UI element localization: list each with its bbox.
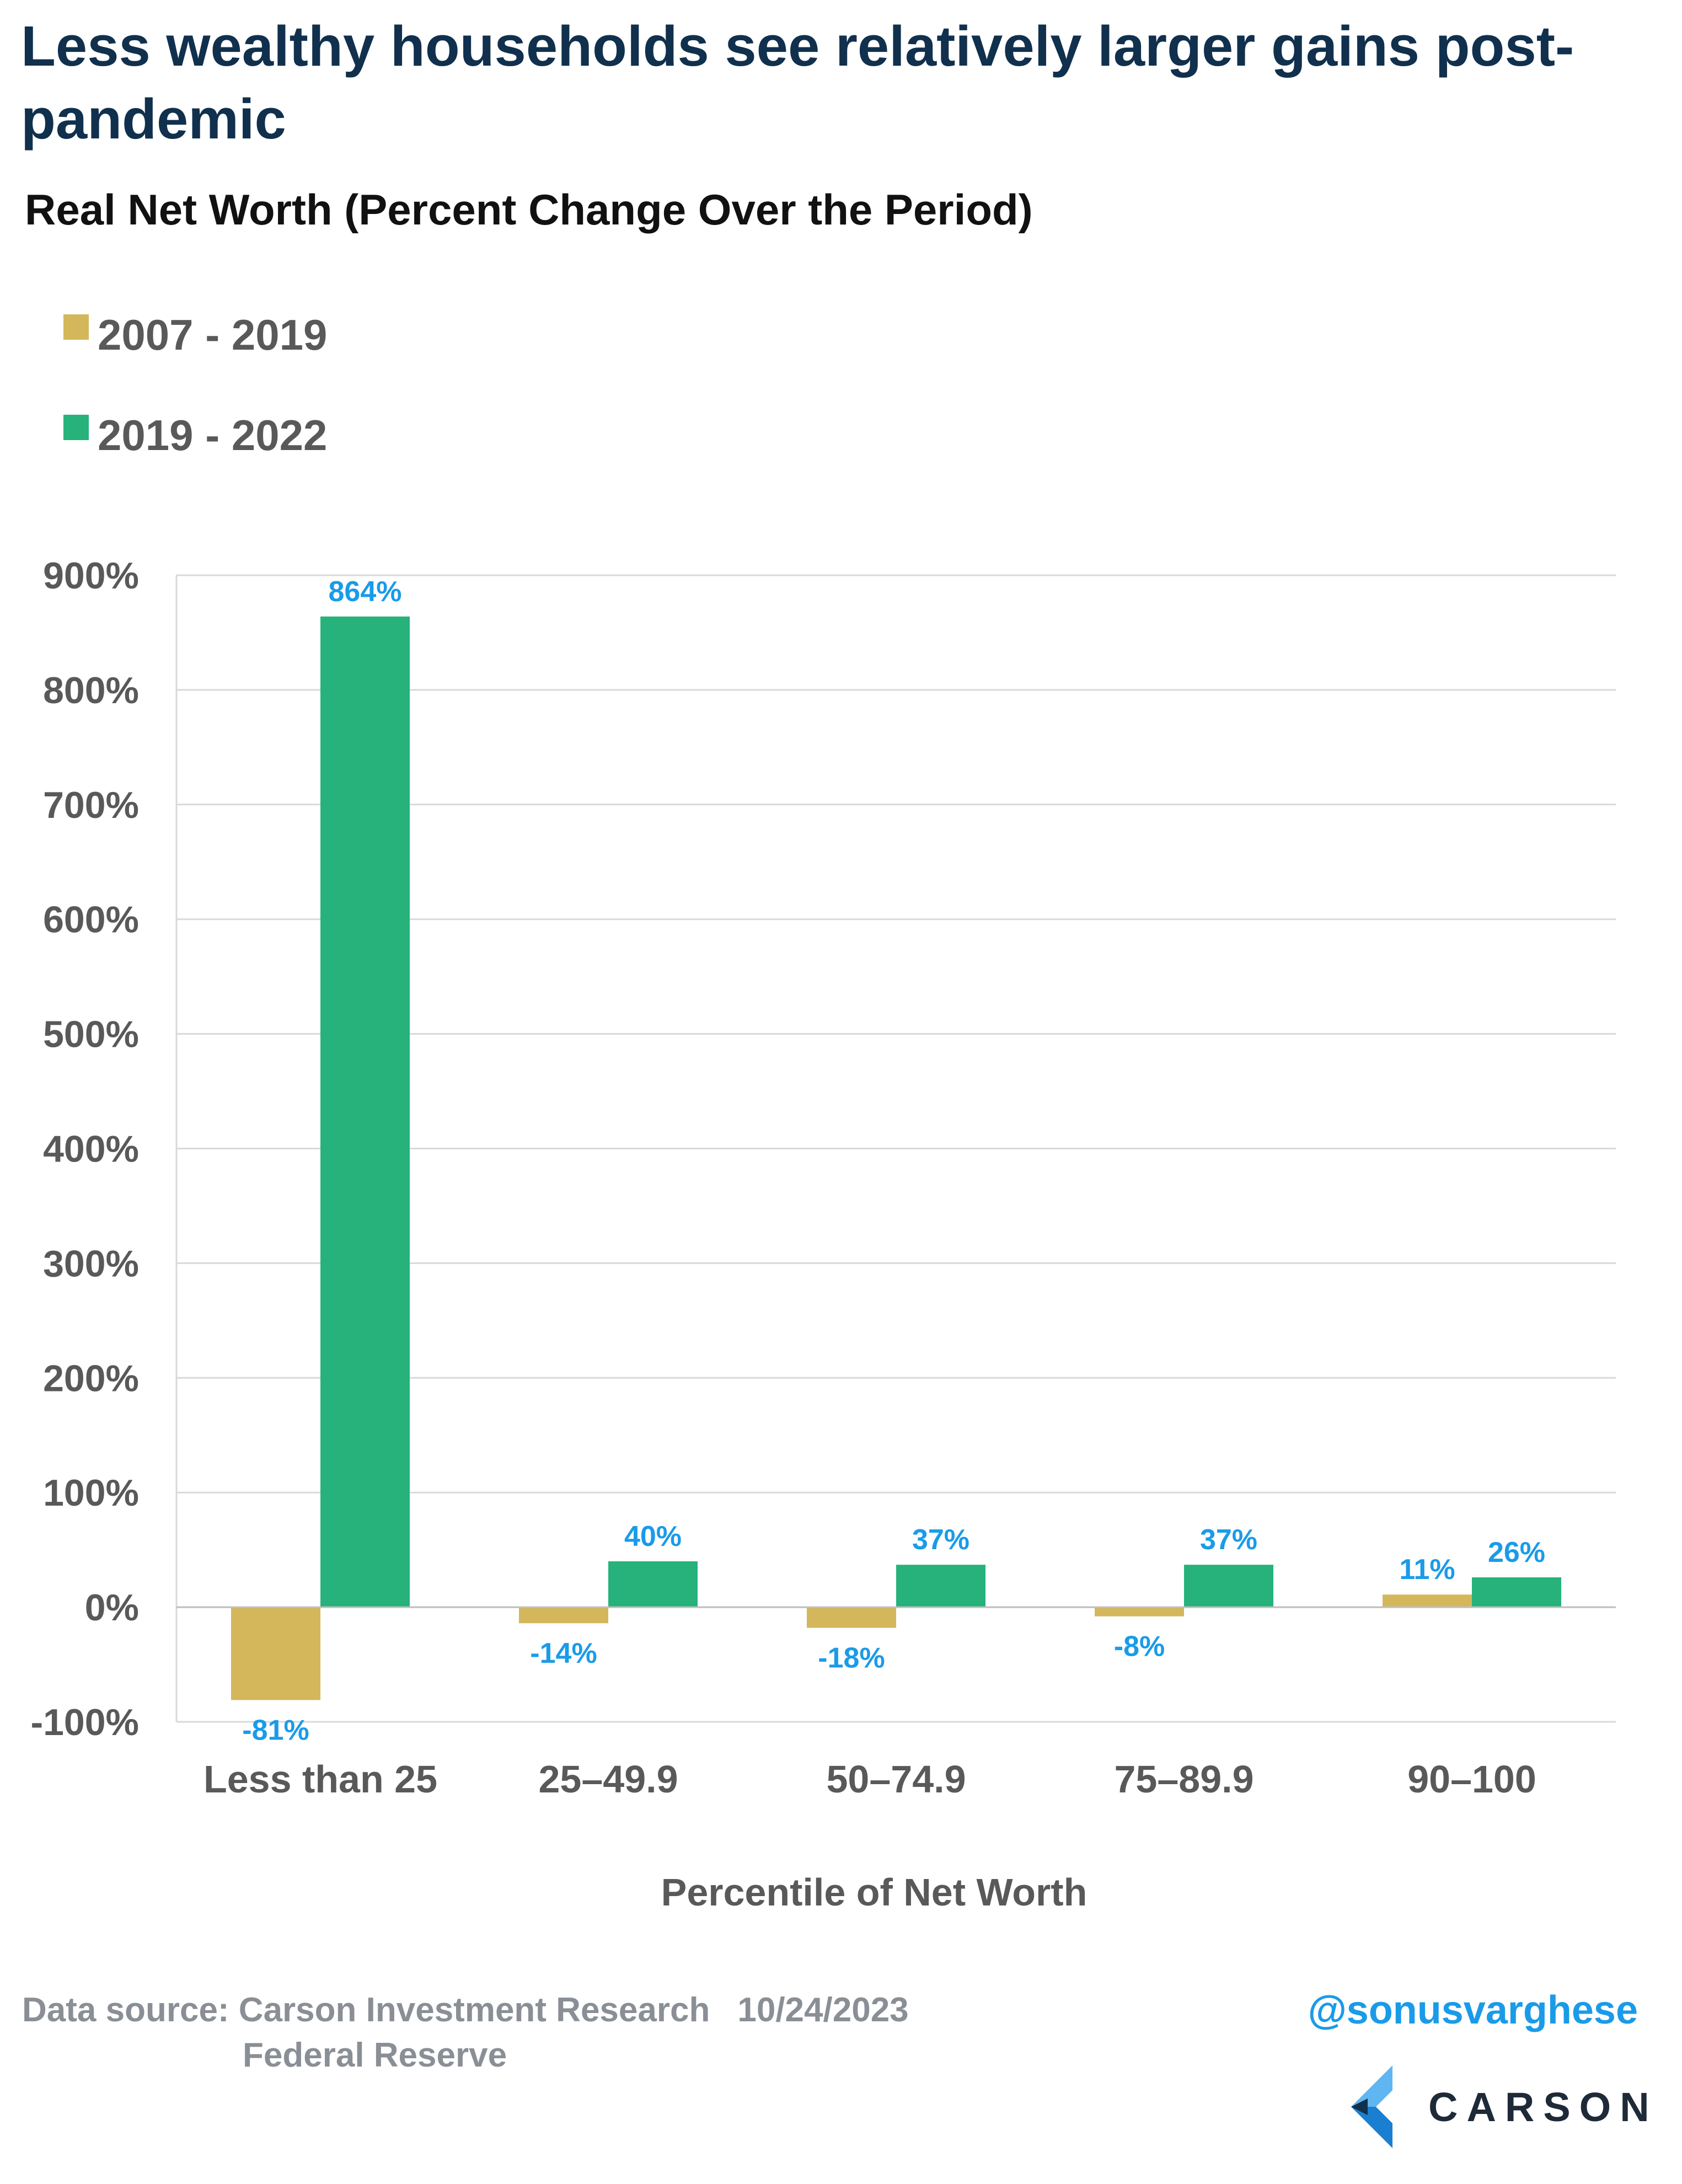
bar (807, 1607, 896, 1628)
brand-name: CARSON (1428, 2084, 1658, 2130)
legend-label-2019-2022: 2019 - 2022 (98, 411, 328, 459)
y-tick-label: 200% (43, 1357, 139, 1399)
chart-subtitle: Real Net Worth (Percent Change Over the … (25, 185, 1033, 234)
chart-title: Less wealthy households see relatively l… (21, 14, 1574, 151)
y-tick-label: 400% (43, 1128, 139, 1170)
carson-logo-icon (1351, 2065, 1392, 2148)
data-label: 26% (1488, 1537, 1545, 1569)
x-tick-label: Less than 25 (203, 1758, 437, 1801)
y-tick-label: 0% (85, 1587, 139, 1629)
bar (519, 1607, 608, 1624)
data-label: -18% (818, 1642, 885, 1674)
x-tick-label: 90–100 (1407, 1758, 1536, 1801)
y-tick-label: 800% (43, 670, 139, 711)
bar (320, 616, 410, 1608)
legend-swatch-2007-2019 (63, 314, 89, 340)
data-label: 40% (624, 1521, 682, 1553)
y-tick-label: 100% (43, 1472, 139, 1514)
data-label: 11% (1399, 1554, 1455, 1586)
x-tick-label: 25–49.9 (538, 1758, 678, 1801)
bar (608, 1561, 698, 1608)
data-label: 37% (1200, 1524, 1257, 1556)
x-axis-title: Percentile of Net Worth (661, 1871, 1088, 1914)
bars (231, 616, 1561, 1700)
bar (1095, 1607, 1184, 1616)
source-date: 10/24/2023 (737, 1991, 909, 2029)
x-tick-label: 75–89.9 (1114, 1758, 1254, 1801)
footer-source: Data source: Carson Investment Research 1… (22, 1988, 909, 2074)
legend-label-2007-2019: 2007 - 2019 (98, 311, 328, 359)
data-label: 37% (912, 1524, 969, 1556)
bar (1383, 1594, 1472, 1608)
y-tick-label: 700% (43, 784, 139, 826)
data-label: -8% (1114, 1631, 1165, 1663)
source-label: Data source: Carson Investment Research (22, 1991, 710, 2029)
axes: -100% 0% 100% 200% 300% 400% 500% 600% 700% 800% 9… (30, 555, 1616, 1801)
brand: CARSON (1346, 2065, 1654, 2148)
legend-swatch-2019-2022 (63, 415, 89, 440)
bar (231, 1607, 320, 1700)
y-tick-label: 600% (43, 899, 139, 941)
bar (1472, 1577, 1561, 1608)
data-label: 864% (329, 576, 402, 608)
data-labels: -81% 864% -14% 40% -18% 37% -8% 37% 11% 26% (242, 576, 1545, 1747)
author-handle: @sonusvarghese (1308, 1988, 1638, 2032)
bar (896, 1565, 985, 1608)
bar (1184, 1565, 1273, 1608)
x-tick-label: 50–74.9 (826, 1758, 966, 1801)
data-label: -14% (530, 1637, 597, 1669)
y-tick-label: 900% (43, 555, 139, 597)
y-tick-label: 300% (43, 1243, 139, 1284)
bar-chart: -81% 864% -14% 40% -18% 37% -8% 37% 11% 26% -100%… (30, 555, 1616, 1914)
y-tick-label: 500% (43, 1014, 139, 1056)
y-tick-label: -100% (30, 1701, 139, 1743)
source-line2: Federal Reserve (243, 2036, 507, 2074)
data-label: -81% (242, 1714, 309, 1746)
